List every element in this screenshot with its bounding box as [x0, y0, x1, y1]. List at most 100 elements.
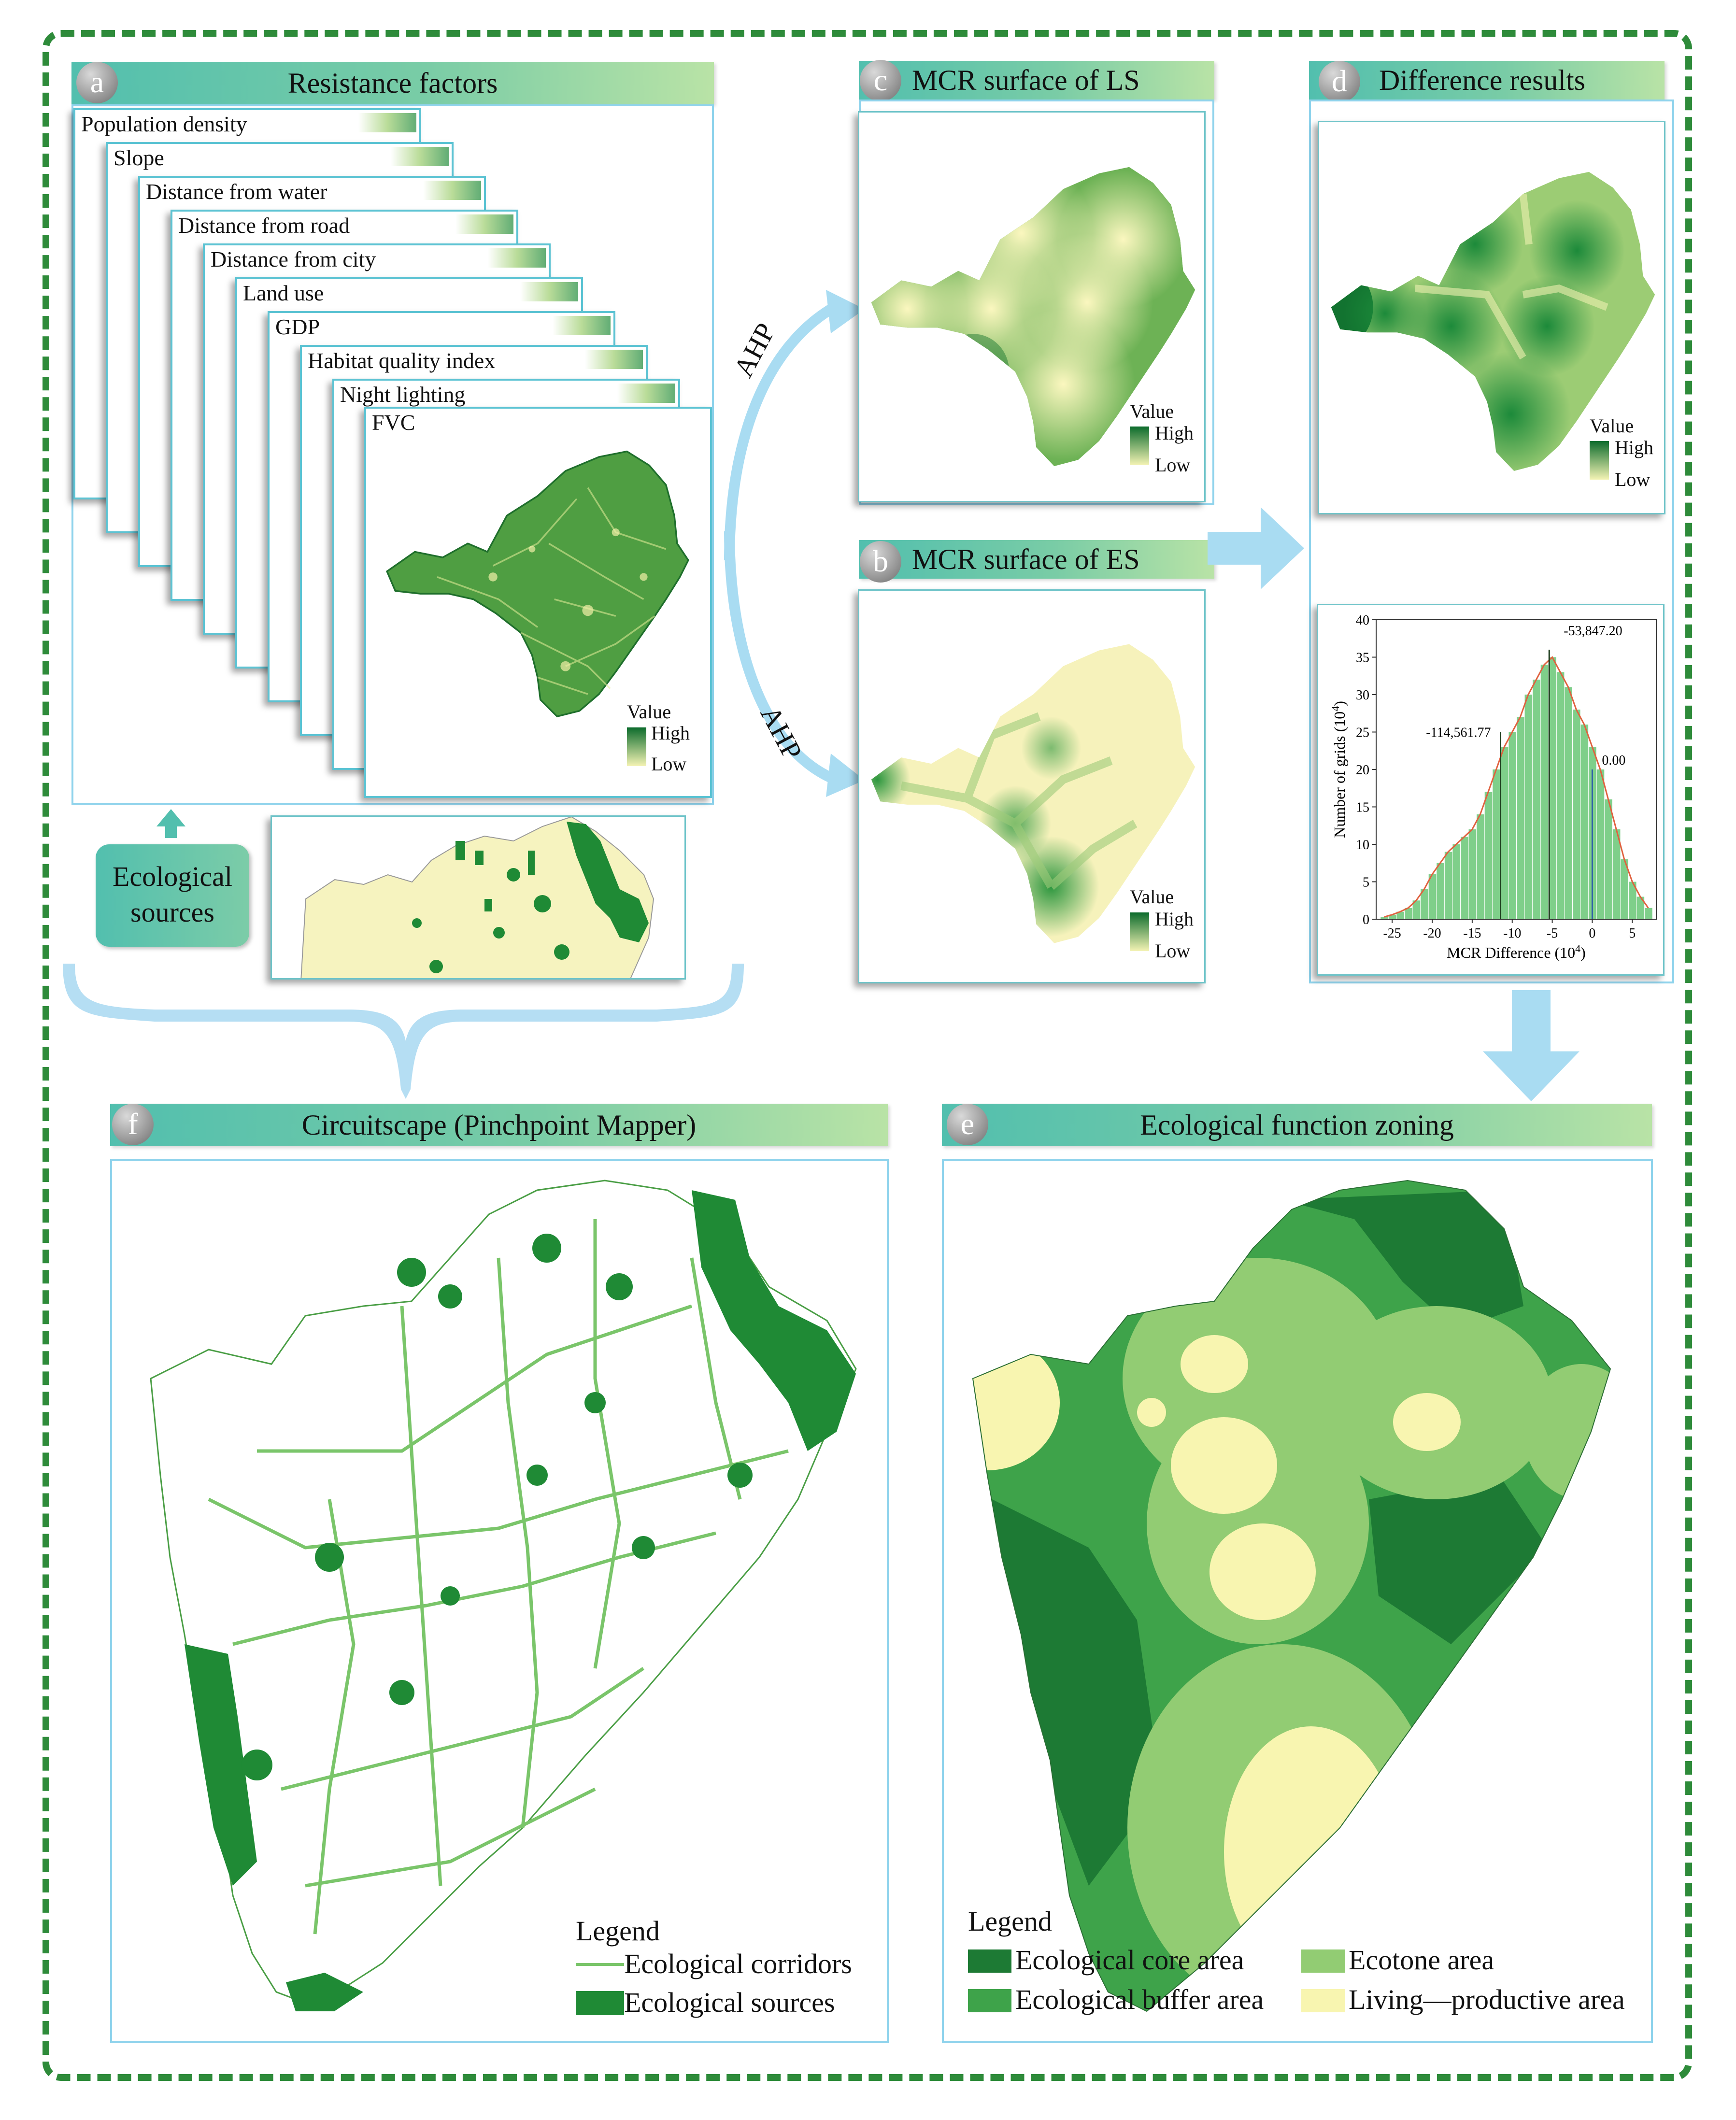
- ls-legend-bar: [1130, 427, 1149, 465]
- hist-ytick-label: 25: [1356, 726, 1369, 740]
- fvc-legend-low: Low: [651, 753, 687, 775]
- hist-bar: [1493, 769, 1500, 919]
- panel-a-title: Resistance factors: [287, 67, 498, 99]
- hist-ytick-label: 30: [1356, 688, 1369, 703]
- hist-bar: [1380, 917, 1388, 919]
- panel-d-title: Difference results: [1379, 64, 1586, 96]
- zoning-map: [972, 1180, 1611, 2012]
- es-legend-low: Low: [1155, 940, 1191, 962]
- legend-corridors-label: Ecological corridors: [624, 1948, 852, 1979]
- panel-f-legend-title: Legend: [576, 1915, 660, 1947]
- hist-bar: [1452, 844, 1460, 919]
- hist-bar: [1421, 889, 1428, 919]
- panel-e-header: Ecological function zoning: [942, 1104, 1652, 1146]
- hist-curve: [1384, 656, 1649, 918]
- panel-a-header: Resistance factors: [71, 62, 714, 104]
- diff-legend-high: High: [1615, 437, 1653, 458]
- layer-label: GDP: [275, 314, 320, 339]
- buffer-swatch: [968, 1989, 1011, 2012]
- hist-bar: [1477, 814, 1484, 919]
- hist-xtick-label: -15: [1463, 926, 1481, 941]
- layer-label: Habitat quality index: [308, 348, 496, 373]
- fvc-map: [386, 450, 689, 717]
- hist-bar: [1388, 914, 1396, 919]
- legend-sources-label: Ecological sources: [624, 1987, 835, 2018]
- panel-e-legend-title: Legend: [968, 1906, 1052, 1937]
- layer-card-fvc-map: Value High Low FVC: [364, 407, 712, 798]
- legend-core-label: Ecological core area: [1015, 1944, 1244, 1976]
- panel-b-title: MCR surface of ES: [912, 543, 1140, 575]
- hist-bar: [1444, 852, 1452, 919]
- layer-map-preview: [358, 113, 416, 132]
- panel-f-header: Circuitscape (Pinchpoint Mapper): [110, 1104, 888, 1146]
- hist-bar: [1517, 717, 1524, 919]
- layer-map-preview: [520, 282, 578, 301]
- panel-a-badge: a: [76, 62, 118, 103]
- ecological-sources-map: [270, 815, 686, 980]
- layer-label: Distance from water: [146, 179, 327, 204]
- layer-label: Population density: [81, 112, 247, 136]
- fvc-legend-bar: [627, 727, 646, 766]
- fvc-legend-high: High: [651, 722, 690, 744]
- layer-map-preview: [391, 147, 449, 166]
- hist-xtick-label: -10: [1503, 926, 1521, 941]
- panel-c-title: MCR surface of LS: [912, 64, 1140, 96]
- panel-b-header: MCR surface of ES: [859, 540, 1214, 579]
- circuitscape-map: [150, 1180, 857, 2011]
- hist-bar: [1645, 908, 1652, 919]
- hist-bar: [1629, 882, 1636, 919]
- hist-marker-label: -53,847.20: [1564, 624, 1622, 639]
- panel-d-header: Difference results: [1309, 61, 1665, 100]
- layer-map-preview: [423, 181, 481, 200]
- es-legend-bar: [1130, 912, 1149, 951]
- layer-label: Land use: [243, 281, 324, 305]
- layer-label: Night lighting: [340, 382, 466, 407]
- panel-b-badge: b: [860, 541, 901, 583]
- hist-bar: [1524, 695, 1533, 919]
- panel-e-badge: e: [947, 1104, 988, 1145]
- layer-map-preview: [488, 248, 546, 268]
- panel-e-box: Legend Ecological core area Ecotone area…: [942, 1159, 1653, 2043]
- difference-map: Value High Low: [1318, 121, 1665, 514]
- diff-legend-title: Value: [1590, 415, 1634, 437]
- hist-bar: [1396, 911, 1404, 919]
- hist-bar: [1484, 792, 1493, 919]
- panel-e-title: Ecological function zoning: [1140, 1109, 1454, 1141]
- hist-marker-label: 0.00: [1602, 753, 1625, 768]
- hist-bar: [1428, 874, 1437, 919]
- panel-f-title: Circuitscape (Pinchpoint Mapper): [301, 1109, 697, 1141]
- corridor-legend-line: [576, 1963, 624, 1966]
- layer-map-preview: [455, 214, 513, 234]
- hist-xtick-label: 5: [1629, 926, 1636, 941]
- hist-ytick-label: 35: [1356, 651, 1369, 666]
- hist-bar: [1508, 732, 1516, 919]
- hist-bar: [1621, 859, 1628, 919]
- hist-bar: [1612, 829, 1621, 919]
- hist-ytick-label: 5: [1363, 875, 1369, 890]
- layer-map-preview: [585, 350, 643, 369]
- es-legend-high: High: [1155, 908, 1194, 930]
- diff-legend-bar: [1590, 441, 1609, 480]
- ls-legend-high: High: [1155, 422, 1194, 444]
- histogram-chart: 0 5 10 15 20 25 30 35 40 -25 -20 -15 -10 -5 0 5 -114,561…: [1329, 613, 1657, 961]
- hist-bar: [1573, 710, 1580, 919]
- hist-ytick-label: 40: [1356, 613, 1369, 628]
- hist-bar: [1437, 863, 1444, 919]
- legend-living-label: Living—productive area: [1349, 1984, 1625, 2015]
- panel-c-header: MCR surface of LS: [859, 61, 1214, 100]
- hist-bar: [1533, 680, 1540, 919]
- hist-bar: [1500, 747, 1508, 919]
- hist-bar: [1405, 908, 1412, 919]
- panel-f-box: Legend Ecological corridors Ecological s…: [110, 1159, 889, 2043]
- layer-label: Distance from road: [178, 213, 350, 238]
- hist-bar: [1468, 829, 1477, 919]
- panel-f-badge: f: [112, 1104, 154, 1145]
- panel-c-badge: c: [860, 60, 901, 101]
- diff-legend-low: Low: [1615, 469, 1651, 490]
- brace-shape: [63, 964, 744, 1099]
- layer-map-preview: [617, 384, 675, 403]
- es-surface-map: Value High Low: [858, 589, 1206, 983]
- legend-ecotone-label: Ecotone area: [1349, 1944, 1494, 1976]
- ecotone-swatch: [1301, 1949, 1345, 1973]
- layer-label: Distance from city: [211, 247, 376, 271]
